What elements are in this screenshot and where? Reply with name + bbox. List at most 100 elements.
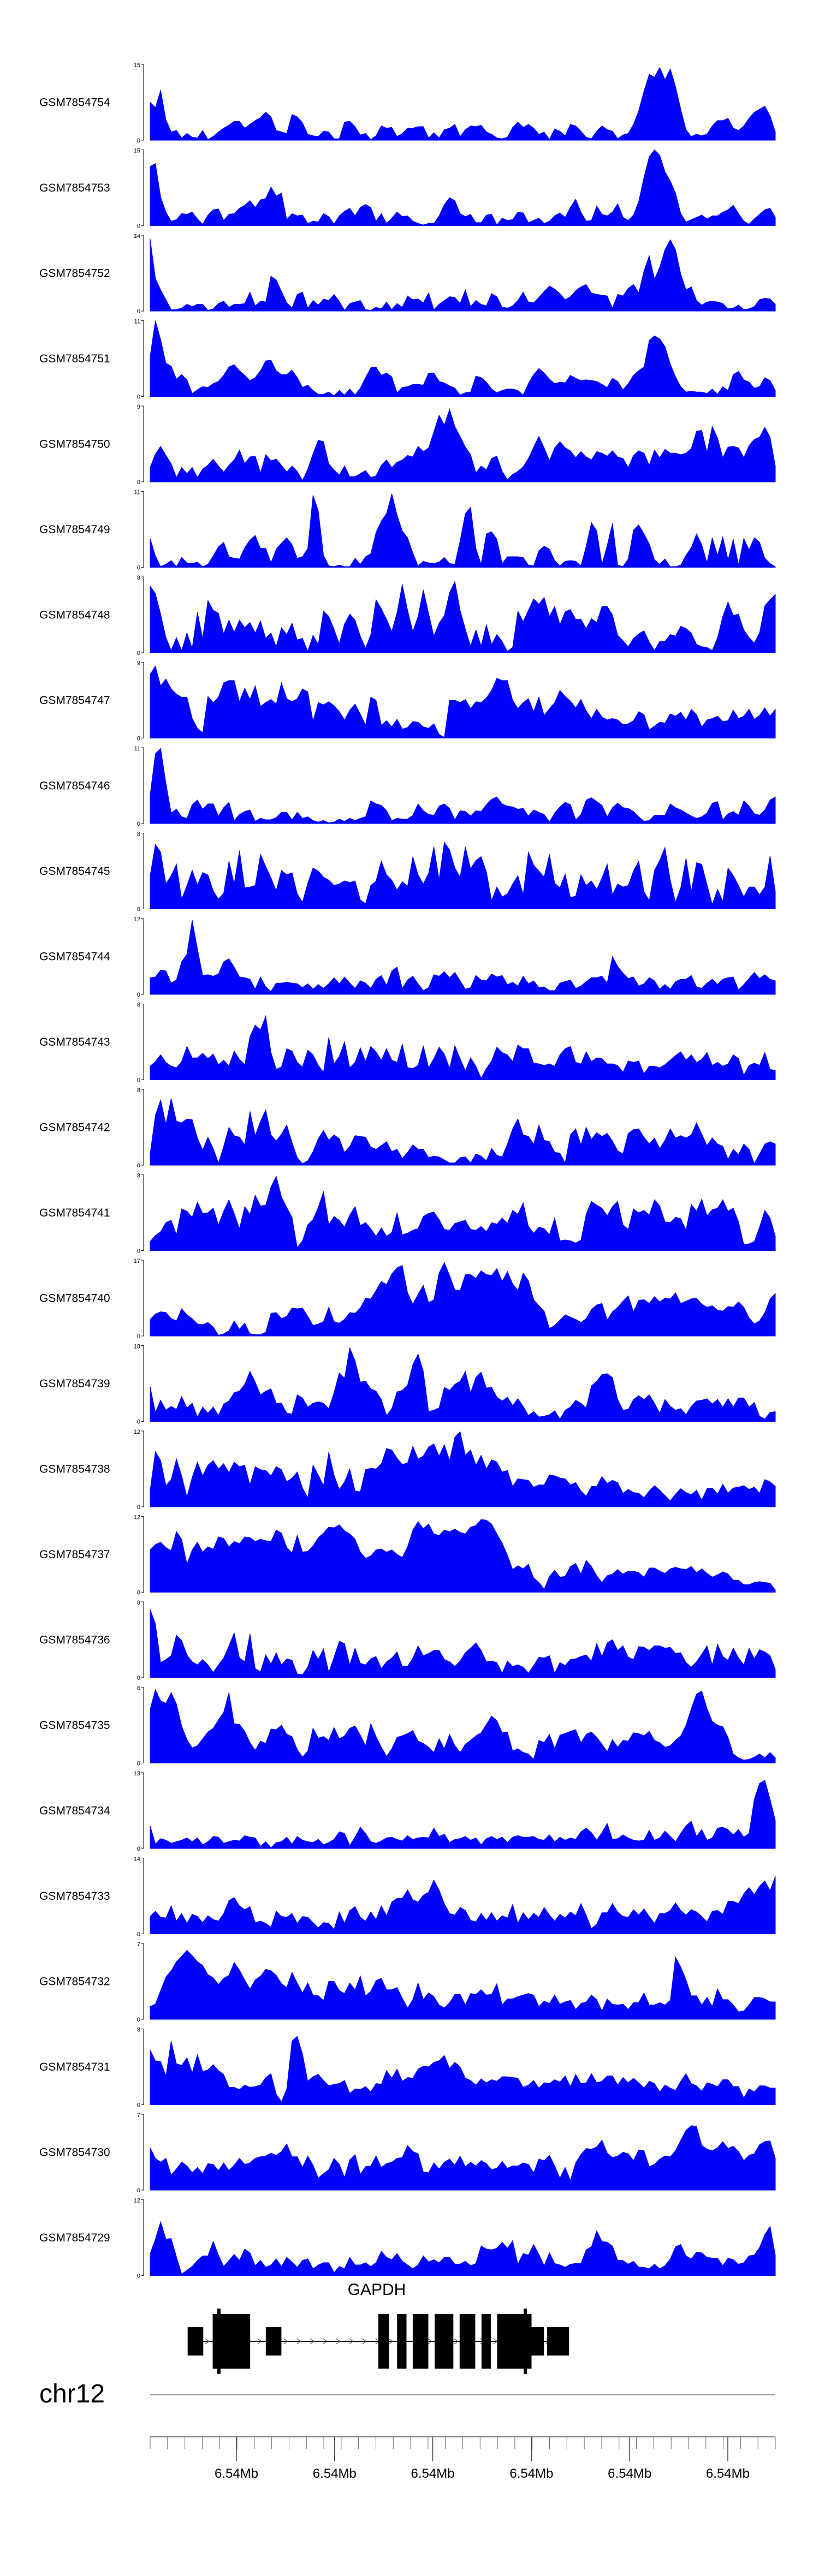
track-GSM7854731: GSM7854731 8 0 [39, 2027, 776, 2109]
track-GSM7854740: GSM7854740 17 0 [39, 1258, 776, 1340]
strand-chevron [310, 2338, 314, 2345]
y-tick-max-label: 8 [137, 1002, 140, 1009]
track-GSM7854749: GSM7854749 11 0 [39, 490, 776, 571]
coverage-area [150, 1689, 776, 1763]
track-label: GSM7854731 [39, 2061, 110, 2073]
coverage-area [150, 1780, 776, 1849]
coverage-area [150, 1876, 776, 1934]
y-tick-max-label: 7 [137, 2112, 140, 2119]
gene-exon-block [459, 2314, 476, 2369]
strand-chevron [296, 2338, 301, 2345]
track-label: GSM7854732 [39, 1976, 110, 1988]
y-tick-max-label: 11 [134, 490, 140, 496]
track-GSM7854739: GSM7854739 18 0 [39, 1344, 776, 1426]
track-label: GSM7854730 [39, 2146, 110, 2159]
strand-chevron [349, 2338, 354, 2345]
track-GSM7854743: GSM7854743 8 0 [39, 1002, 776, 1084]
chromosome-row: chr12 [39, 2380, 775, 2408]
track-label: GSM7854749 [39, 523, 110, 536]
track-label: GSM7854738 [39, 1463, 110, 1476]
y-tick-max-label: 8 [137, 1173, 140, 1179]
track-label: GSM7854743 [39, 1036, 110, 1048]
track-GSM7854744: GSM7854744 12 0 [39, 916, 776, 998]
y-tick-zero-label: 0 [137, 223, 140, 230]
y-tick-max-label: 12 [134, 2198, 140, 2204]
axis-tick-label: 6.54Mb [608, 2466, 651, 2481]
track-label: GSM7854754 [39, 97, 110, 109]
track-GSM7854741: GSM7854741 8 0 [39, 1173, 776, 1255]
coverage-tracks: GSM7854754150GSM7854753150GSM7854752140G… [39, 62, 776, 2280]
coverage-area [150, 2221, 776, 2276]
y-tick-max-label: 6 [137, 1685, 140, 1692]
coverage-area [150, 1261, 776, 1337]
y-tick-max-label: 17 [134, 1258, 140, 1265]
track-label: GSM7854744 [39, 951, 110, 963]
track-GSM7854733: GSM7854733 14 0 [39, 1856, 776, 1938]
track-label: GSM7854737 [39, 1548, 110, 1561]
gene-exon-block [378, 2314, 389, 2369]
y-tick-zero-label: 0 [137, 650, 140, 657]
track-GSM7854747: GSM7854747 9 0 [39, 660, 776, 742]
coverage-area [150, 1609, 776, 1678]
track-label: GSM7854752 [39, 267, 110, 280]
track-label: GSM7854736 [39, 1634, 110, 1647]
y-tick-zero-label: 0 [137, 1590, 140, 1596]
coverage-area [150, 320, 776, 397]
track-GSM7854737: GSM7854737 12 0 [39, 1514, 776, 1596]
y-tick-zero-label: 0 [137, 2187, 140, 2194]
strand-chevron [336, 2338, 341, 2345]
coverage-area [150, 1175, 776, 1251]
y-tick-zero-label: 0 [137, 2102, 140, 2109]
coverage-area [150, 1949, 776, 2020]
track-GSM7854754: GSM7854754 15 0 [39, 62, 776, 144]
y-tick-zero-label: 0 [137, 1846, 140, 1852]
track-GSM7854736: GSM7854736 8 0 [39, 1600, 776, 1681]
coverage-area [150, 665, 776, 738]
track-GSM7854732: GSM7854732 7 0 [39, 1941, 776, 2023]
y-tick-zero-label: 0 [137, 992, 140, 998]
coverage-area [150, 841, 776, 909]
track-GSM7854734: GSM7854734 13 0 [39, 1770, 776, 1852]
track-GSM7854751: GSM7854751 11 0 [39, 319, 776, 401]
coverage-area [150, 2036, 776, 2105]
y-tick-zero-label: 0 [137, 1504, 140, 1511]
track-label: GSM7854739 [39, 1378, 110, 1390]
coverage-area [150, 580, 776, 653]
y-tick-max-label: 15 [134, 148, 140, 154]
y-tick-max-label: 11 [134, 746, 140, 752]
track-GSM7854746: GSM7854746 11 0 [39, 746, 776, 827]
track-GSM7854730: GSM7854730 7 0 [39, 2112, 776, 2194]
strand-chevron [388, 2338, 393, 2345]
coverage-area [150, 67, 776, 141]
track-label: GSM7854735 [39, 1719, 110, 1732]
genome-axis: 6.54Mb 6.54Mb 6.54Mb 6.54Mb 6.54Mb 6.54Mb [150, 2436, 776, 2481]
track-label: GSM7854746 [39, 780, 110, 792]
coverage-area [150, 1519, 776, 1593]
coverage-area [150, 748, 776, 824]
gene-mark [217, 2309, 221, 2374]
chromosome-label: chr12 [39, 2380, 105, 2408]
axis-tick-label: 6.54Mb [215, 2466, 258, 2481]
axis-tick-label: 6.54Mb [706, 2466, 750, 2481]
gene-exon-block [531, 2327, 544, 2356]
track-label: GSM7854751 [39, 353, 110, 365]
axis-tick-label: 6.54Mb [313, 2466, 357, 2481]
coverage-area [150, 2125, 776, 2191]
y-tick-zero-label: 0 [137, 138, 140, 144]
track-label: GSM7854729 [39, 2232, 110, 2244]
y-tick-max-label: 14 [134, 233, 140, 240]
y-tick-zero-label: 0 [137, 2273, 140, 2280]
y-tick-max-label: 18 [134, 1344, 140, 1350]
coverage-area [150, 493, 776, 568]
axis-tick-label: 6.54Mb [509, 2466, 553, 2481]
track-GSM7854738: GSM7854738 12 0 [39, 1429, 776, 1511]
track-GSM7854752: GSM7854752 14 0 [39, 233, 776, 315]
y-tick-max-label: 8 [137, 2027, 140, 2034]
y-tick-max-label: 15 [134, 62, 140, 69]
track-label: GSM7854734 [39, 1805, 110, 1817]
y-tick-zero-label: 0 [137, 1077, 140, 1084]
y-tick-max-label: 8 [137, 1600, 140, 1606]
strand-chevron [362, 2338, 367, 2345]
y-tick-max-label: 9 [137, 660, 140, 667]
